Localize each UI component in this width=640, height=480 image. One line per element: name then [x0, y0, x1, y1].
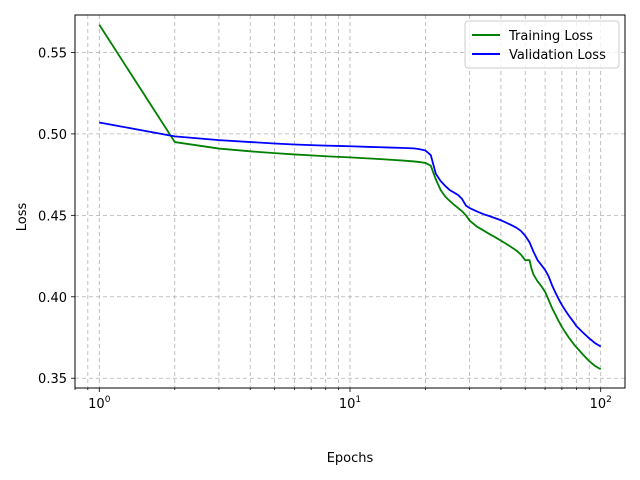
y-tick-label: 0.35 — [38, 372, 67, 387]
x-tick-label-base: 10 — [88, 397, 105, 412]
validation-loss-line — [99, 121, 602, 348]
y-tick-label: 0.45 — [38, 209, 67, 224]
y-tick-label: 0.50 — [38, 128, 67, 143]
x-tick-label-exponent: 0 — [105, 395, 111, 405]
x-axis-label: Epochs — [327, 451, 374, 466]
training-loss-line — [98, 24, 602, 371]
y-tick-label: 0.40 — [38, 291, 67, 306]
legend: Training Loss Validation Loss — [464, 20, 620, 69]
x-tick-label-exponent: 2 — [606, 395, 612, 405]
y-tick-label: 0.55 — [38, 46, 67, 61]
legend-label-validation: Validation Loss — [509, 48, 606, 63]
grid — [74, 15, 625, 388]
x-axis: 100 101 102 — [74, 388, 612, 412]
x-tick-label: 100 — [88, 395, 111, 412]
x-tick-label: 101 — [339, 395, 361, 412]
legend-label-training: Training Loss — [508, 29, 593, 44]
x-tick-label-base: 10 — [590, 397, 607, 412]
y-axis: 0.35 0.40 0.45 0.50 0.55 — [38, 46, 75, 387]
x-tick-label: 102 — [590, 395, 612, 412]
x-tick-label-exponent: 1 — [355, 395, 361, 405]
series-layer — [98, 24, 602, 371]
y-axis-label: Loss — [15, 203, 30, 232]
x-tick-label-base: 10 — [339, 397, 356, 412]
legend-box — [464, 20, 620, 69]
